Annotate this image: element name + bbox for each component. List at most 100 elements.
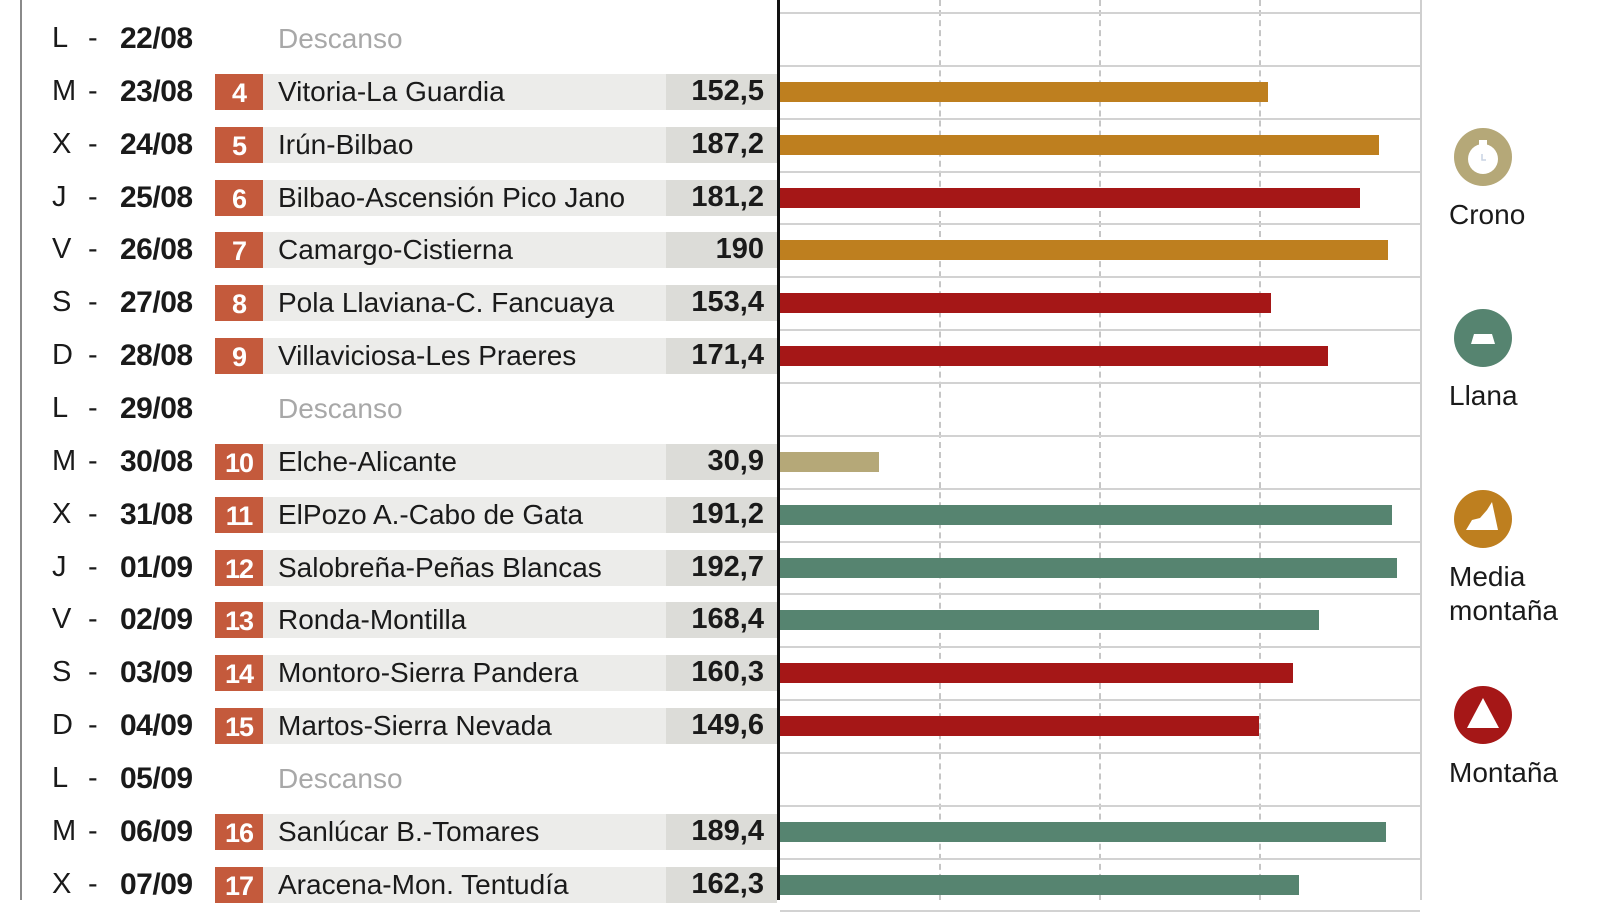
separator: - [88,74,98,107]
rest-label: Descanso [278,762,403,794]
separator: - [88,867,98,900]
bar-montana [780,187,1360,208]
hills-icon [1454,490,1512,548]
stage-row: V -02/09 13 Ronda-Montilla 168,4 [0,593,1420,646]
route-cell [263,179,666,216]
date: 06/09 [120,814,193,848]
distance-km: 152,5 [691,74,764,107]
route-cell [263,126,666,163]
route-cell [263,549,666,586]
bar-media-montana [780,134,1380,155]
separator: - [88,603,98,636]
stage-row: X -24/08 5 Irún-Bilbao 187,2 [0,118,1420,171]
stage-row: M -23/08 4 Vitoria-La Guardia 152,5 [0,65,1420,118]
row-separator [780,329,1420,332]
route-name: Aracena-Mon. Tentudía [278,868,569,900]
date: 04/09 [120,709,193,743]
separator: - [88,339,98,372]
distance-km: 30,9 [707,444,764,477]
row-separator [780,223,1420,226]
row-separator [780,12,1420,14]
weekday: D [52,339,73,372]
distance-km: 162,3 [691,867,764,900]
separator: - [88,444,98,477]
stopwatch-icon [1454,128,1512,186]
separator: - [88,286,98,319]
distance-cell [666,496,777,533]
row-separator [780,540,1420,543]
bar-montana [780,716,1259,737]
stage-number-badge: 5 [215,126,263,163]
date: 28/08 [120,339,193,373]
route-cell [263,232,666,269]
stage-row: M -06/09 16 Sanlúcar B.-Tomares 189,4 [0,805,1420,858]
route-name: Irún-Bilbao [278,128,414,160]
date: 03/09 [120,656,193,690]
legend-label: Crono [1449,199,1526,230]
stage-number-badge: 13 [215,602,263,639]
route-cell [263,655,666,692]
route-cell [263,602,666,639]
legend-label: Media montaña [1449,561,1558,626]
row-separator [780,487,1420,490]
weekday: S [52,286,72,319]
date: 02/09 [120,603,193,637]
stage-number-badge: 14 [215,655,263,692]
separator: - [88,550,98,583]
distance-km: 149,6 [691,709,764,742]
weekday: X [52,497,72,530]
route-cell [263,813,666,850]
bar-media-montana [780,240,1388,261]
distance-km: 171,4 [691,339,764,372]
rest-label: Descanso [278,23,403,54]
route-name: Villaviciosa-Les Praeres [278,340,577,372]
stage-row: X -31/08 11 ElPozo A.-Cabo de Gata 191,2 [0,488,1420,541]
bar-llana [780,874,1300,895]
distance-cell [666,232,777,269]
stage-number-badge: 15 [215,708,263,745]
bar-llana [780,821,1387,842]
separator: - [88,814,98,847]
distance-cell [666,813,777,850]
bar-llana [780,504,1392,525]
stage-number-badge: 16 [215,813,263,850]
stage-number-badge: 6 [215,179,263,216]
stage-number-badge: 10 [215,443,263,480]
route-name: Vitoria-La Guardia [278,75,505,107]
flat-terrain-icon [1454,309,1512,367]
gridline-150km [1259,0,1261,900]
date: 25/08 [120,180,193,214]
rest-label: Descanso [278,392,403,424]
stage-number-badge: 9 [215,338,263,375]
route-cell [263,285,666,322]
distance-km: 192,7 [691,550,764,583]
table-row-partial [0,0,1420,9]
distance-km: 191,2 [691,497,764,530]
date: 26/08 [120,233,193,267]
stage-row: J -25/08 6 Bilbao-Ascensión Pico Jano 181,2 [0,171,1420,224]
distance-cell [666,443,777,480]
weekday: J [52,550,67,583]
legend-label: Montaña [1449,757,1558,788]
stage-number-badge: 12 [215,549,263,586]
mountain-icon [1454,686,1512,744]
route-cell [263,496,666,533]
separator: - [88,391,98,424]
separator: - [88,761,98,794]
separator: - [88,233,98,266]
stage-number-badge: 7 [215,232,263,269]
distance-cell [666,179,777,216]
stage-row: D -28/08 9 Villaviciosa-Les Praeres 171,4 [0,329,1420,382]
stage-number-badge: 8 [215,285,263,322]
distance-km: 187,2 [691,127,764,160]
route-cell [263,708,666,745]
weekday: D [52,709,73,742]
separator: - [88,22,98,54]
row-separator [780,646,1420,649]
weekday: M [52,74,77,107]
weekday: M [52,444,77,477]
gridline-100km [1099,0,1101,900]
route-name: Salobreña-Peñas Blancas [278,551,602,583]
stage-row: X -07/09 17 Aracena-Mon. Tentudía 162,3 [0,858,1420,911]
separator: - [88,180,98,213]
